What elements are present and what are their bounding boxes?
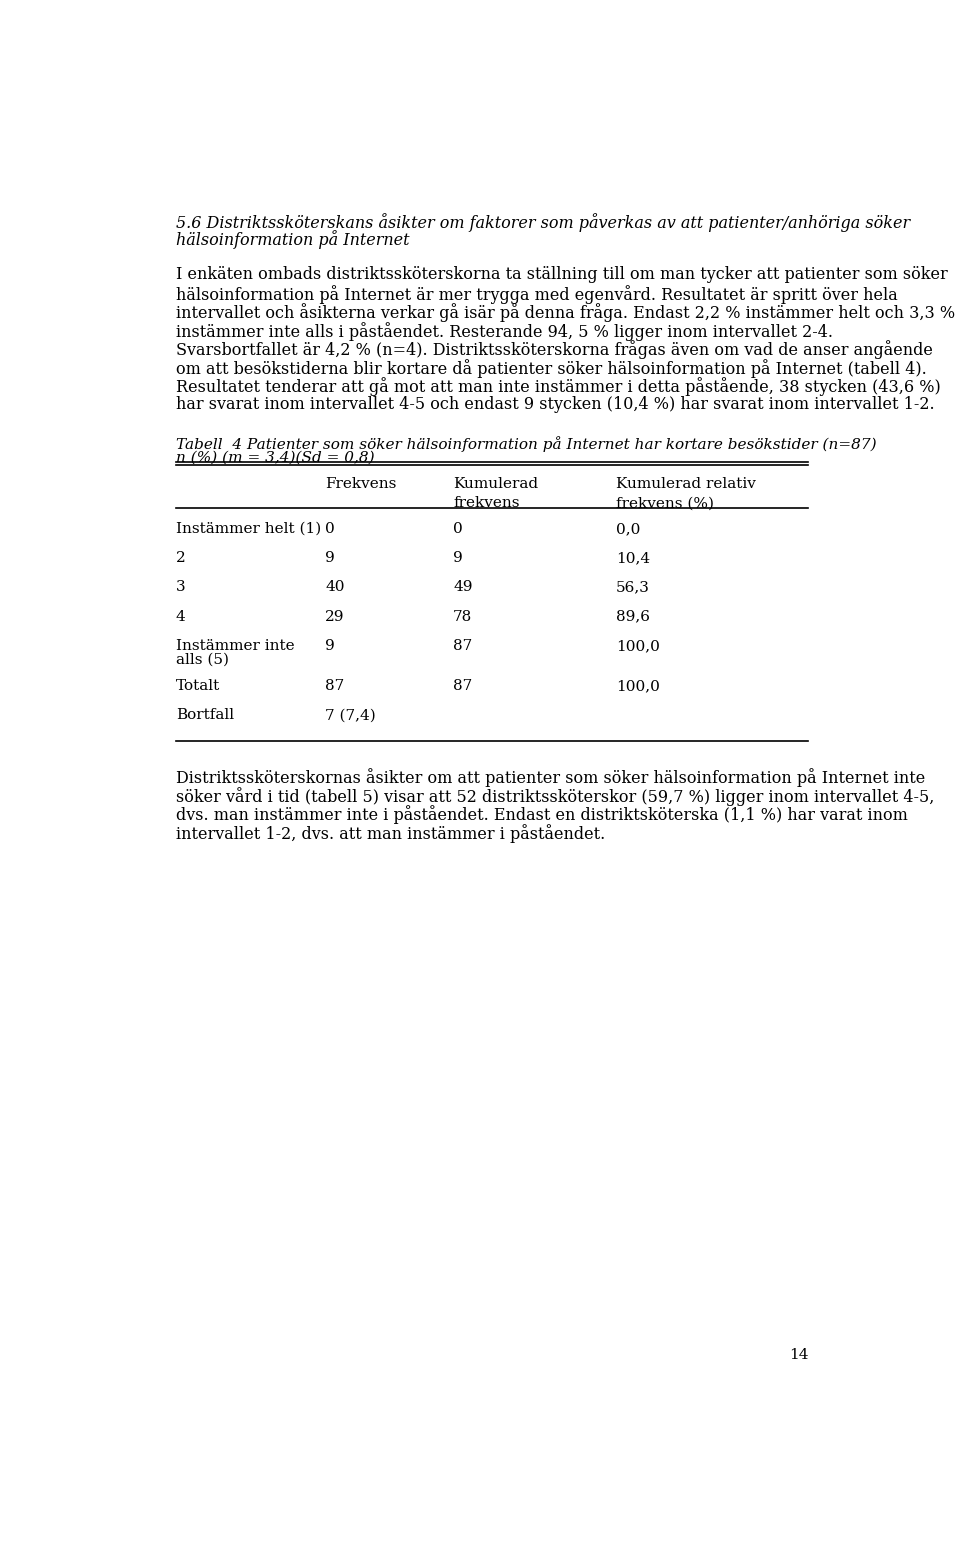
Text: Totalt: Totalt	[176, 678, 220, 694]
Text: 87: 87	[453, 678, 472, 694]
Text: 87: 87	[453, 640, 472, 654]
Text: Tabell  4 Patienter som söker hälsoinformation på Internet har kortare besökstid: Tabell 4 Patienter som söker hälsoinform…	[176, 436, 876, 451]
Text: 78: 78	[453, 610, 472, 624]
Text: intervallet och åsikterna verkar gå isär på denna fråga. Endast 2,2 % instämmer : intervallet och åsikterna verkar gå isär…	[176, 303, 955, 321]
Text: instämmer inte alls i påståendet. Resterande 94, 5 % ligger inom intervallet 2-4: instämmer inte alls i påståendet. Rester…	[176, 321, 832, 340]
Text: hälsoinformation på Internet är mer trygga med egenvård. Resultatet är spritt öv: hälsoinformation på Internet är mer tryg…	[176, 284, 898, 304]
Text: dvs. man instämmer inte i påståendet. Endast en distriktsköterska (1,1 %) har va: dvs. man instämmer inte i påståendet. En…	[176, 805, 907, 823]
Text: 100,0: 100,0	[616, 678, 660, 694]
Text: Bortfall: Bortfall	[176, 708, 234, 722]
Text: 3: 3	[176, 581, 185, 595]
Text: Resultatet tenderar att gå mot att man inte instämmer i detta påstående, 38 styc: Resultatet tenderar att gå mot att man i…	[176, 377, 941, 396]
Text: söker vård i tid (tabell 5) visar att 52 distriktssköterskor (59,7 %) ligger ino: söker vård i tid (tabell 5) visar att 52…	[176, 786, 934, 805]
Text: 2: 2	[176, 552, 185, 565]
Text: 5.6 Distriktssköterskans åsikter om faktorer som påverkas av att patienter/anhör: 5.6 Distriktssköterskans åsikter om fakt…	[176, 213, 910, 232]
Text: Svarsbortfallet är 4,2 % (n=4). Distriktssköterskorna frågas även om vad de anse: Svarsbortfallet är 4,2 % (n=4). Distrikt…	[176, 340, 933, 358]
Text: I enkäten ombads distriktssköterskorna ta ställning till om man tycker att patie: I enkäten ombads distriktssköterskorna t…	[176, 266, 948, 283]
Text: 7 (7,4): 7 (7,4)	[325, 708, 376, 722]
Text: 89,6: 89,6	[616, 610, 650, 624]
Text: 4: 4	[176, 610, 185, 624]
Text: 9: 9	[325, 552, 335, 565]
Text: 14: 14	[789, 1349, 808, 1363]
Text: intervallet 1-2, dvs. att man instämmer i påståendet.: intervallet 1-2, dvs. att man instämmer …	[176, 823, 605, 842]
Text: 56,3: 56,3	[616, 581, 650, 595]
Text: n (%) (m = 3,4)(Sd = 0,8): n (%) (m = 3,4)(Sd = 0,8)	[176, 451, 374, 465]
Text: 10,4: 10,4	[616, 552, 650, 565]
Text: hälsoinformation på Internet: hälsoinformation på Internet	[176, 230, 409, 249]
Text: 100,0: 100,0	[616, 640, 660, 654]
Text: om att besökstiderna blir kortare då patienter söker hälsoinformation på Interne: om att besökstiderna blir kortare då pat…	[176, 358, 926, 377]
Text: Instämmer inte: Instämmer inte	[176, 640, 295, 654]
Text: Kumulerad
frekvens: Kumulerad frekvens	[453, 477, 539, 510]
Text: 87: 87	[325, 678, 345, 694]
Text: 0: 0	[325, 522, 335, 536]
Text: Instämmer helt (1): Instämmer helt (1)	[176, 522, 321, 536]
Text: 49: 49	[453, 581, 472, 595]
Text: Distriktssköterskornas åsikter om att patienter som söker hälsoinformation på In: Distriktssköterskornas åsikter om att pa…	[176, 768, 925, 788]
Text: 29: 29	[325, 610, 345, 624]
Text: Kumulerad relativ
frekvens (%): Kumulerad relativ frekvens (%)	[616, 477, 756, 510]
Text: 0: 0	[453, 522, 463, 536]
Text: alls (5): alls (5)	[176, 654, 228, 667]
Text: 9: 9	[325, 640, 335, 654]
Text: 0,0: 0,0	[616, 522, 640, 536]
Text: 40: 40	[325, 581, 345, 595]
Text: 9: 9	[453, 552, 463, 565]
Text: har svarat inom intervallet 4-5 och endast 9 stycken (10,4 %) har svarat inom in: har svarat inom intervallet 4-5 och enda…	[176, 396, 934, 413]
Text: Frekvens: Frekvens	[325, 477, 396, 491]
